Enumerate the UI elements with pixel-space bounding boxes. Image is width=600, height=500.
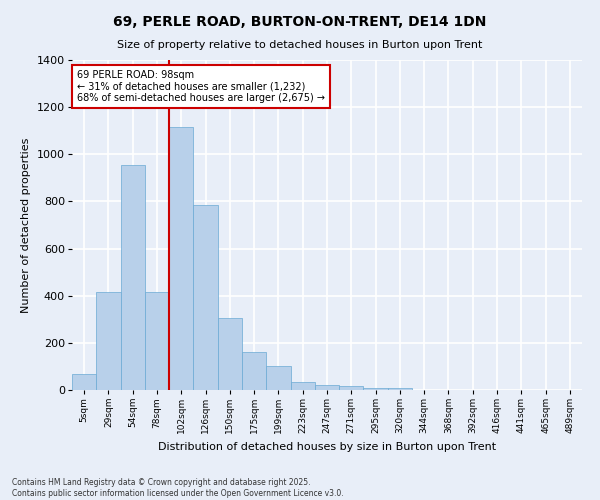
Text: 69 PERLE ROAD: 98sqm
← 31% of detached houses are smaller (1,232)
68% of semi-de: 69 PERLE ROAD: 98sqm ← 31% of detached h… — [77, 70, 325, 103]
Bar — [193, 205, 218, 390]
Bar — [96, 292, 121, 390]
Bar — [169, 127, 193, 390]
Text: Size of property relative to detached houses in Burton upon Trent: Size of property relative to detached ho… — [118, 40, 482, 50]
Bar — [242, 352, 266, 390]
Bar — [290, 382, 315, 390]
Bar — [315, 386, 339, 390]
Bar — [339, 386, 364, 390]
Bar — [266, 366, 290, 390]
Bar — [364, 388, 388, 390]
Text: Contains HM Land Registry data © Crown copyright and database right 2025.
Contai: Contains HM Land Registry data © Crown c… — [12, 478, 344, 498]
Bar — [145, 292, 169, 390]
Bar — [121, 165, 145, 390]
Bar — [72, 374, 96, 390]
X-axis label: Distribution of detached houses by size in Burton upon Trent: Distribution of detached houses by size … — [158, 442, 496, 452]
Bar — [388, 388, 412, 390]
Text: 69, PERLE ROAD, BURTON-ON-TRENT, DE14 1DN: 69, PERLE ROAD, BURTON-ON-TRENT, DE14 1D… — [113, 15, 487, 29]
Bar — [218, 318, 242, 390]
Y-axis label: Number of detached properties: Number of detached properties — [22, 138, 31, 312]
